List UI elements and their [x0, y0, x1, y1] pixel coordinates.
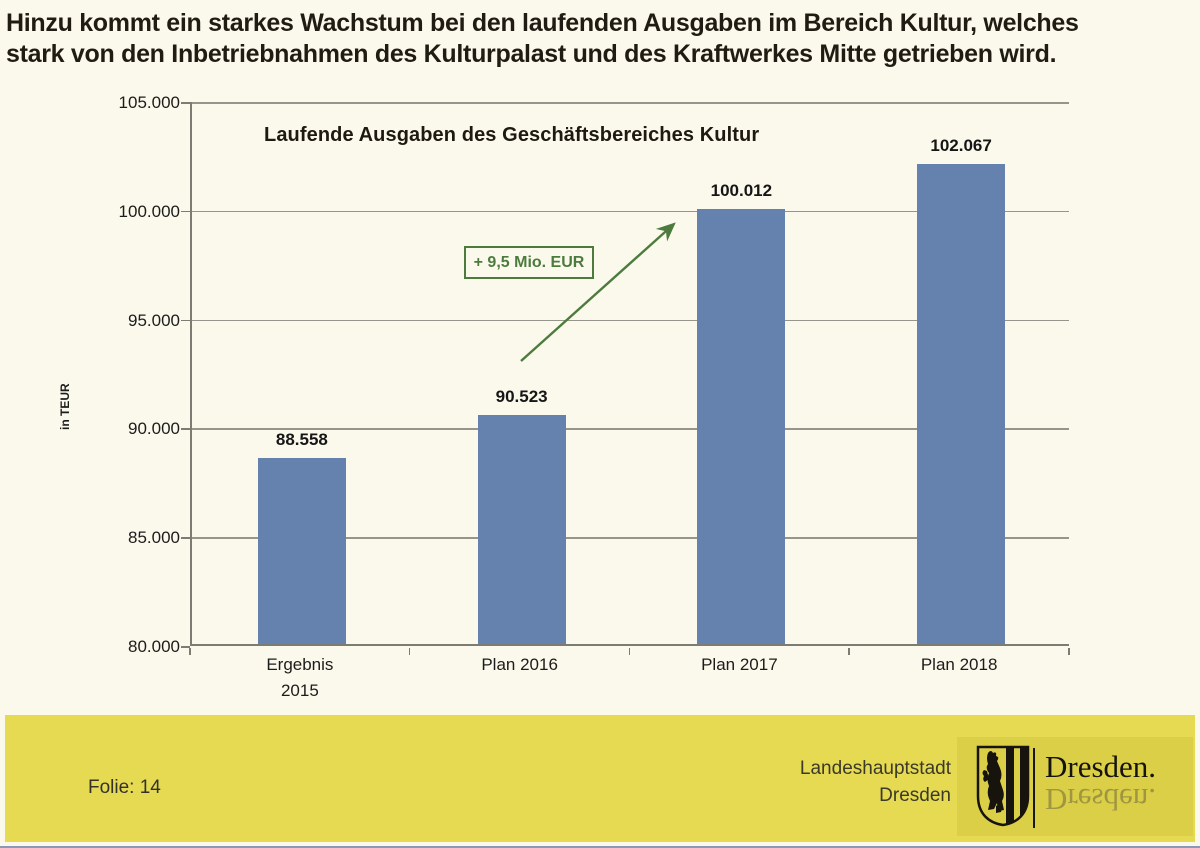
x-axis-category-label: Plan 2016 — [410, 646, 630, 678]
x-axis-tick-mark — [1068, 648, 1070, 655]
y-axis-tick-label: 105.000 — [118, 93, 180, 112]
growth-arrow-icon — [520, 222, 676, 362]
org-name-line-1: Landeshauptstadt — [799, 758, 951, 779]
footer-band: Folie: 14 Landeshauptstadt Dresden — [5, 715, 1195, 842]
org-name: Landeshauptstadt Dresden — [800, 755, 951, 809]
annotation-box: + 9,5 Mio. EUR — [464, 246, 594, 279]
gridline — [192, 102, 1069, 104]
y-axis-tick-mark — [181, 102, 190, 104]
x-axis-category-label-line: Plan 2017 — [701, 655, 778, 674]
coat-of-arms-icon — [976, 745, 1030, 827]
annotation-label: + 9,5 Mio. EUR — [473, 253, 585, 271]
x-axis-category-label-line: Plan 2016 — [481, 655, 558, 674]
y-axis-tick-label: 85.000 — [128, 528, 180, 548]
bar-plan-2018 — [917, 163, 1006, 644]
plot-area: Laufende Ausgaben des Geschäftsbereiches… — [190, 102, 1069, 646]
slide-heading-line-1: Hinzu kommt ein starkes Wachstum bei den… — [6, 9, 1079, 37]
y-axis-tick-mark — [181, 537, 190, 539]
x-axis-tick-mark — [628, 648, 630, 655]
x-axis-category-label: Ergebnis 2015 — [190, 646, 410, 704]
y-axis-tick-label: 95.000 — [128, 310, 180, 330]
y-axis-tick-mark — [181, 319, 190, 322]
x-axis-tick-mark — [848, 648, 850, 655]
bar-plan-2017 — [697, 208, 786, 644]
x-axis-tick-mark — [189, 648, 191, 655]
logo-divider — [1033, 748, 1035, 828]
bar-plan-2016 — [477, 415, 566, 644]
x-axis-category-label-line: Ergebnis — [266, 655, 334, 674]
gridline — [192, 319, 1069, 322]
y-axis-tick-label: 90.000 — [128, 419, 180, 439]
x-axis-category-label: Plan 2018 — [849, 646, 1069, 678]
x-axis-category-label: Plan 2017 — [630, 646, 850, 678]
bar-value-label: 102.067 — [930, 135, 992, 155]
bar-ergebnis-2015 — [257, 457, 346, 644]
gridline — [192, 537, 1069, 539]
y-axis-tick-mark — [181, 646, 190, 648]
slide-number: Folie: 14 — [88, 777, 161, 798]
logo-wordmark-reflection: Dresden. — [1045, 782, 1157, 817]
y-axis-tick-mark — [181, 210, 190, 213]
bar-chart: in TEUR 105.000 100.000 95.000 90.000 85.000… — [0, 90, 1200, 710]
org-name-line-2: Dresden — [879, 785, 951, 806]
bar-value-label: 88.558 — [275, 429, 328, 449]
x-axis-category-label-line: Plan 2018 — [920, 655, 998, 674]
logo-wordmark: Dresden. — [1045, 749, 1157, 784]
slide-heading: Hinzu kommt ein starkes Wachstum bei den… — [6, 8, 1196, 70]
slide-heading-line-2: stark von den Inbetriebnahmen des Kultur… — [6, 40, 1057, 68]
y-axis-tick-label: 100.000 — [118, 201, 180, 221]
chart-title: Laufende Ausgaben des Geschäftsbereiches… — [264, 124, 760, 146]
gridline — [192, 428, 1069, 430]
x-axis-tick-mark — [408, 648, 411, 655]
x-axis-category-label-line: 2015 — [280, 681, 319, 700]
slide-bottom-edge — [0, 846, 1200, 848]
y-axis-tick-mark — [181, 428, 190, 430]
y-axis-tick-label: 80.000 — [128, 637, 180, 656]
bar-value-label: 100.012 — [710, 180, 773, 200]
bar-value-label: 90.523 — [495, 387, 548, 407]
gridline — [192, 210, 1069, 213]
